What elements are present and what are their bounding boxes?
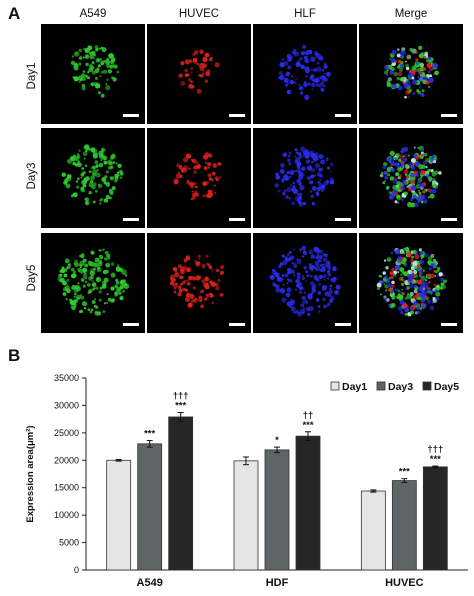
bar-a549-day1 [106, 459, 132, 571]
legend-swatch-day5 [422, 381, 432, 391]
bar-huvec-day3 [391, 480, 417, 571]
row-label-day1: Day1 [26, 62, 38, 90]
scale-bar [229, 114, 245, 117]
y-axis-label: Expression area(μm²) [25, 425, 36, 522]
column-label-a549: A549 [79, 8, 107, 20]
bar-hdf-day3 [264, 449, 290, 571]
y-tick-label: 35000 [54, 373, 79, 383]
micrograph-huvec-day1 [147, 24, 251, 124]
scale-bar [123, 218, 139, 221]
micrograph-hlf-day3 [253, 128, 357, 228]
significance-label: *** [399, 467, 410, 478]
legend-swatch-day3 [376, 381, 386, 391]
y-tick-label: 20000 [54, 455, 79, 465]
micrograph-a549-day1 [41, 24, 145, 124]
micrograph-merge-day1 [359, 24, 463, 124]
significance-label: ††† [427, 444, 443, 455]
micrograph-merge-day3 [359, 128, 463, 228]
scale-bar [123, 114, 139, 117]
micrograph-huvec-day3 [147, 128, 251, 228]
significance-label: *** [430, 454, 441, 465]
micrograph-hlf-day1 [253, 24, 357, 124]
scale-bar [441, 114, 457, 117]
scale-bar [335, 218, 351, 221]
scale-bar [441, 218, 457, 221]
legend-swatch-day1 [330, 381, 340, 391]
y-tick-label: 10000 [54, 510, 79, 520]
significance-label: *** [175, 401, 186, 412]
micrograph-huvec-day5 [147, 233, 251, 333]
scale-bar [441, 323, 457, 326]
x-category-label: HDF [266, 577, 289, 589]
significance-label: *** [302, 420, 313, 431]
bar-a549-day3 [137, 443, 163, 571]
significance-label: ††† [173, 391, 189, 402]
scale-bar [123, 323, 139, 326]
scale-bar [335, 323, 351, 326]
column-label-hlf: HLF [294, 8, 316, 20]
y-tick-label: 0 [74, 565, 79, 575]
scale-bar [335, 114, 351, 117]
bar-a549-day5 [168, 416, 194, 571]
column-label-merge: Merge [394, 8, 428, 20]
bar-hdf-day1 [233, 460, 259, 571]
x-category-label: A549 [137, 577, 163, 589]
y-tick-label: 15000 [54, 483, 79, 493]
y-tick-label: 30000 [54, 400, 79, 410]
expression-area-bar-chart: 0 5000 10000 15000 20000 25000 30000 35000 Expre… [25, 373, 468, 589]
significance-label: * [275, 435, 279, 446]
x-category-label: HUVEC [385, 577, 424, 589]
row-label-day3: Day3 [26, 162, 38, 190]
y-tick-label: 5000 [59, 538, 79, 548]
bar-hdf-day5 [295, 435, 321, 571]
legend-label-day3: Day3 [388, 381, 413, 393]
y-tick-label: 25000 [54, 428, 79, 438]
scale-bar [229, 323, 245, 326]
significance-label: †† [303, 410, 314, 421]
column-label-huvec: HUVEC [178, 8, 220, 20]
significance-label: *** [144, 429, 155, 440]
micrograph-a549-day3 [41, 128, 145, 228]
micrograph-hlf-day5 [253, 233, 357, 333]
bar-huvec-day1 [360, 490, 386, 571]
legend-label-day1: Day1 [342, 381, 367, 393]
bar-huvec-day5 [422, 466, 448, 571]
legend-label-day5: Day5 [434, 381, 459, 393]
scale-bar [229, 218, 245, 221]
micrograph-a549-day5 [41, 233, 145, 333]
panel-b-letter: B [8, 346, 21, 365]
panel-a-letter: A [8, 4, 21, 23]
row-label-day5: Day5 [26, 264, 38, 292]
micrograph-merge-day5 [359, 233, 463, 333]
